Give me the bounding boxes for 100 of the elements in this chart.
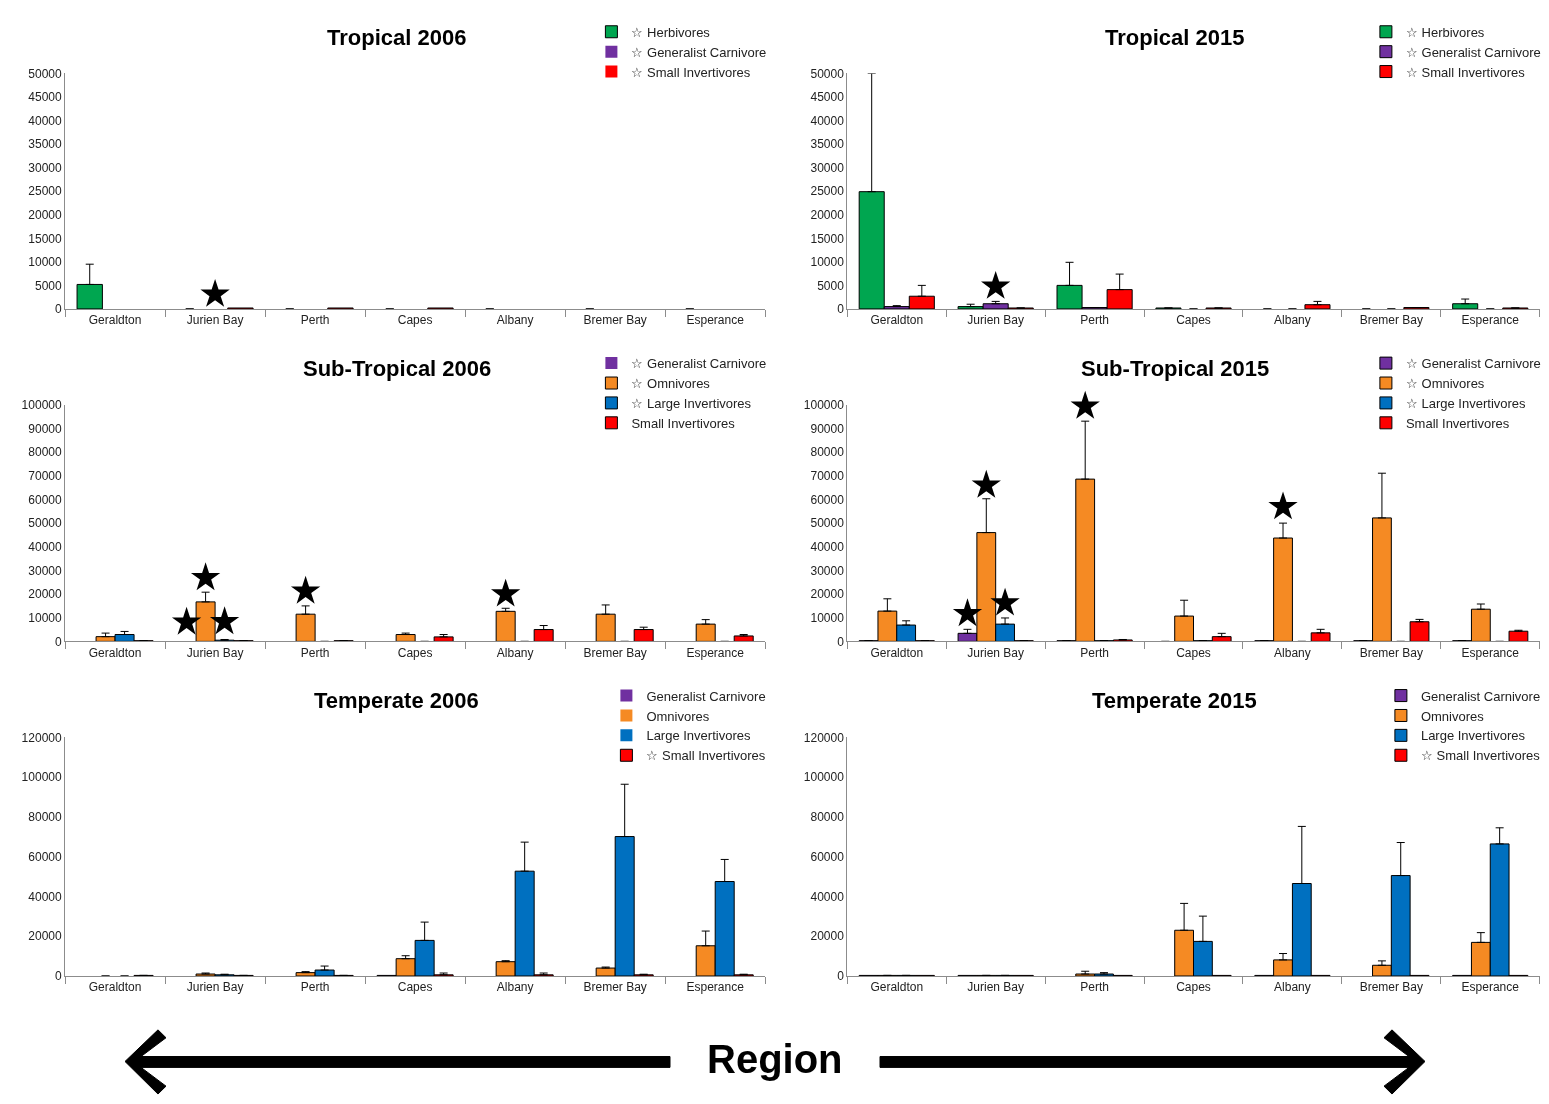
- y-tick-label: 25000: [28, 184, 62, 199]
- y-tick-label: 10000: [28, 610, 62, 625]
- legend-label: Small Invertivores: [631, 415, 736, 431]
- legend-label: Generalist Carnivore: [646, 688, 766, 704]
- y-tick-label: 0: [54, 302, 62, 317]
- y-tick-label: 50000: [28, 66, 62, 81]
- chart-title: Sub-Tropical 2015: [1081, 356, 1270, 381]
- y-tick-label: 15000: [810, 231, 845, 246]
- y-tick-label: 80000: [28, 810, 62, 825]
- x-tick-label: Bremer Bay: [583, 980, 647, 995]
- y-tick-label: 40000: [810, 113, 845, 128]
- y-tick-label: 20000: [28, 929, 62, 944]
- y-tick-label: 50000: [28, 516, 62, 531]
- x-tick-label: Albany: [496, 313, 534, 328]
- x-tick-label: Perth: [300, 980, 330, 995]
- x-tick-label: Bremer Bay: [583, 645, 647, 660]
- x-tick-label: Bremer Bay: [1359, 980, 1424, 995]
- x-tick-label: Geraldton: [88, 313, 142, 328]
- y-tick-label: 60000: [810, 492, 845, 507]
- x-tick-label: Jurien Bay: [186, 645, 244, 660]
- legend-label: ☆ Large Invertivores: [1405, 395, 1527, 411]
- y-tick-label: 25000: [810, 184, 845, 199]
- x-tick-label: Jurien Bay: [967, 980, 1025, 995]
- y-tick-label: 80000: [810, 445, 845, 460]
- y-tick-label: 40000: [28, 889, 62, 904]
- y-tick-label: 0: [837, 634, 845, 649]
- x-tick-label: Jurien Bay: [186, 313, 244, 328]
- x-tick-label: Albany: [496, 980, 534, 995]
- y-tick-label: 45000: [810, 90, 845, 105]
- y-tick-label: 40000: [810, 889, 845, 904]
- y-tick-label: 5000: [34, 278, 62, 293]
- x-tick-label: Jurien Bay: [967, 313, 1025, 328]
- x-tick-label: Geraldton: [88, 980, 142, 995]
- y-tick-label: 50000: [810, 66, 845, 81]
- y-tick-label: 20000: [810, 929, 845, 944]
- legend-label: Small Invertivores: [1405, 415, 1510, 431]
- x-tick-label: Perth: [1080, 313, 1109, 328]
- x-tick-label: Geraldton: [870, 313, 924, 328]
- x-tick-label: Esperance: [1461, 980, 1520, 995]
- y-tick-label: 30000: [810, 563, 845, 578]
- x-tick-label: Jurien Bay: [186, 980, 244, 995]
- x-tick-label: Perth: [1080, 645, 1109, 660]
- x-tick-label: Perth: [300, 645, 330, 660]
- legend-label: Large Invertivores: [1420, 728, 1526, 744]
- y-tick-label: 100000: [21, 398, 62, 413]
- legend-label: ☆ Small Invertivores: [646, 748, 766, 764]
- x-tick-label: Esperance: [1461, 645, 1520, 660]
- y-tick-label: 100000: [21, 770, 62, 785]
- x-tick-label: Bremer Bay: [1359, 313, 1424, 328]
- y-tick-label: 100000: [803, 398, 845, 413]
- legend-label: ☆ Herbivores: [1405, 24, 1485, 40]
- y-tick-label: 20000: [28, 207, 62, 222]
- x-tick-label: Esperance: [1461, 313, 1520, 328]
- y-tick-label: 5000: [817, 278, 845, 293]
- y-tick-label: 70000: [810, 469, 845, 484]
- legend-label: Large Invertivores: [646, 728, 751, 744]
- y-tick-label: 40000: [28, 539, 62, 554]
- x-tick-label: Perth: [1080, 980, 1109, 995]
- y-tick-label: 80000: [28, 445, 62, 460]
- y-tick-label: 20000: [28, 587, 62, 602]
- y-tick-label: 70000: [28, 469, 62, 484]
- x-tick-label: Albany: [1274, 645, 1311, 660]
- x-tick-label: Perth: [300, 313, 330, 328]
- legend-label: Omnivores: [646, 708, 710, 724]
- y-tick-label: 0: [837, 302, 845, 317]
- y-tick-label: 35000: [28, 137, 62, 152]
- legend-label: ☆ Generalist Carnivore: [1405, 44, 1541, 60]
- y-tick-label: 0: [54, 969, 62, 984]
- y-tick-label: 40000: [28, 113, 62, 128]
- legend-label: ☆ Small Invertivores: [1420, 748, 1541, 764]
- y-tick-label: 15000: [28, 231, 62, 246]
- x-tick-label: Capes: [1176, 980, 1211, 995]
- y-tick-label: 10000: [810, 255, 845, 270]
- x-tick-label: Bremer Bay: [1359, 645, 1424, 660]
- y-tick-label: 100000: [803, 770, 845, 785]
- y-tick-label: 90000: [28, 421, 62, 436]
- chart-title: Tropical 2015: [1105, 25, 1245, 50]
- y-tick-label: 20000: [810, 587, 845, 602]
- x-tick-label: Geraldton: [88, 645, 142, 660]
- x-tick-label: Esperance: [686, 980, 745, 995]
- y-tick-label: 20000: [810, 207, 845, 222]
- y-tick-label: 30000: [28, 563, 62, 578]
- y-tick-label: 60000: [810, 849, 845, 864]
- legend-label: ☆ Large Invertivores: [631, 395, 752, 411]
- legend-label: Omnivores: [1420, 708, 1485, 724]
- x-tick-label: Capes: [1176, 645, 1211, 660]
- chart-title: Temperate 2006: [314, 688, 479, 713]
- y-tick-label: 30000: [28, 160, 62, 175]
- x-tick-label: Albany: [496, 645, 534, 660]
- y-tick-label: 30000: [810, 160, 845, 175]
- y-tick-label: 35000: [810, 137, 845, 152]
- x-tick-label: Esperance: [686, 645, 745, 660]
- legend-label: ☆ Small Invertivores: [631, 64, 751, 80]
- chart-title: Sub-Tropical 2006: [303, 356, 492, 381]
- y-tick-label: 10000: [28, 255, 62, 270]
- y-tick-label: 45000: [28, 90, 62, 105]
- x-tick-label: Albany: [1274, 980, 1311, 995]
- y-tick-label: 60000: [28, 492, 62, 507]
- y-tick-label: 120000: [803, 730, 845, 745]
- y-tick-label: 50000: [810, 516, 845, 531]
